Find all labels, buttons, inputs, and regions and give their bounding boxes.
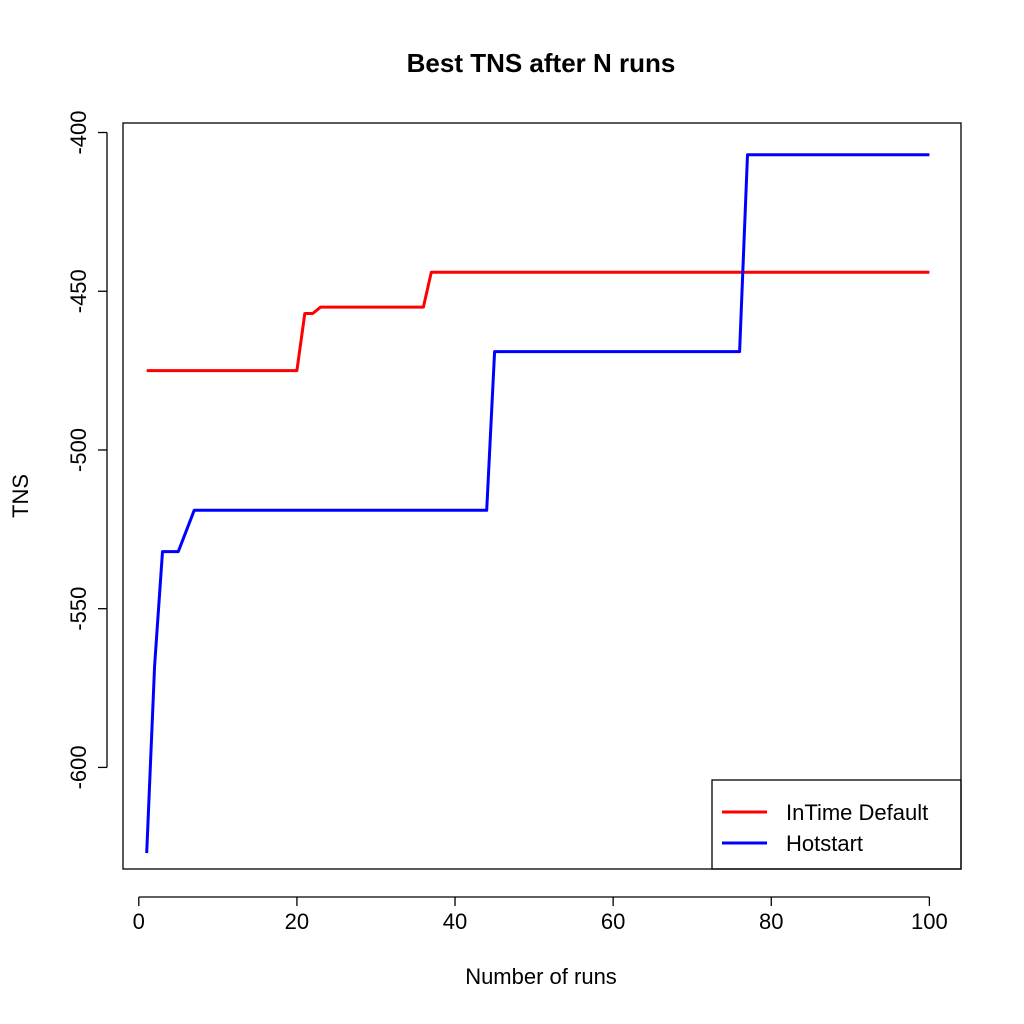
plot-frame — [122, 122, 962, 870]
x-tick-label: 0 — [133, 909, 145, 934]
y-tick-label: -500 — [66, 428, 91, 472]
x-tick-label: 20 — [285, 909, 309, 934]
series-line-intime-default — [146, 270, 930, 373]
x-tick-label: 80 — [759, 909, 783, 934]
legend-label-hotstart: Hotstart — [786, 831, 863, 856]
x-tick-label: 40 — [443, 909, 467, 934]
y-axis: -400 -450 -500 -550 -600 — [66, 110, 108, 789]
x-tick-label: 60 — [601, 909, 625, 934]
legend-label-intime-default: InTime Default — [786, 800, 928, 825]
legend-box — [711, 779, 962, 870]
x-axis-label: Number of runs — [465, 964, 617, 989]
y-axis-label: TNS — [8, 474, 33, 518]
x-tick-label: 100 — [911, 909, 948, 934]
series-layer — [145, 153, 930, 854]
y-tick-label: -400 — [66, 110, 91, 154]
y-tick-label: -550 — [66, 587, 91, 631]
y-tick-label: -450 — [66, 269, 91, 313]
y-tick-label: -600 — [66, 745, 91, 789]
series-line-hotstart — [145, 153, 930, 854]
x-axis: 0 20 40 60 80 100 — [133, 896, 948, 934]
chart-title: Best TNS after N runs — [407, 48, 676, 78]
legend: InTime Default Hotstart — [711, 779, 962, 870]
